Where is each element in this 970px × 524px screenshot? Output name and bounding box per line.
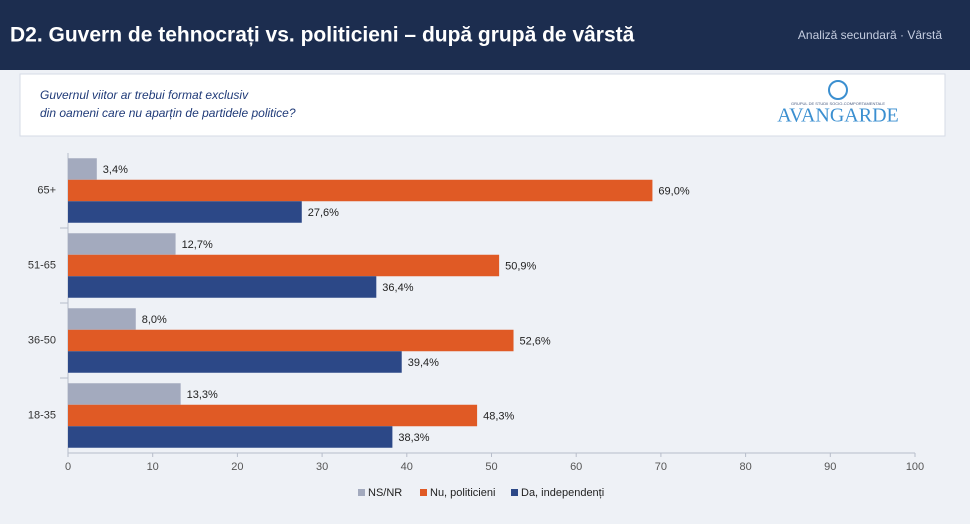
bar-value-label: 48,3% bbox=[483, 410, 514, 422]
x-tick-label: 20 bbox=[231, 461, 243, 473]
bar bbox=[68, 426, 393, 448]
bar-value-label: 50,9% bbox=[505, 260, 536, 272]
question-line: din oameni care nu aparțin de partidele … bbox=[40, 106, 296, 120]
x-tick-label: 60 bbox=[570, 461, 582, 473]
bar bbox=[68, 233, 176, 255]
bar-value-label: 27,6% bbox=[308, 207, 339, 219]
header-title: D2. Guvern de tehnocrați vs. politicieni… bbox=[10, 24, 635, 47]
header-bar bbox=[0, 0, 970, 70]
bar-value-label: 8,0% bbox=[142, 314, 167, 326]
bar-value-label: 12,7% bbox=[182, 239, 213, 251]
x-tick-label: 70 bbox=[655, 461, 667, 473]
legend-label: Nu, politicieni bbox=[430, 487, 495, 499]
legend-swatch bbox=[358, 489, 365, 496]
legend-label: NS/NR bbox=[368, 487, 402, 499]
y-tick-label: 36-50 bbox=[28, 334, 56, 346]
bar bbox=[68, 201, 302, 223]
x-tick-label: 30 bbox=[316, 461, 328, 473]
bar bbox=[68, 404, 478, 427]
bar bbox=[68, 329, 514, 352]
y-tick-label: 18-35 bbox=[28, 409, 56, 421]
bar-value-label: 13,3% bbox=[187, 389, 218, 401]
bar-value-label: 52,6% bbox=[520, 335, 551, 347]
question-box bbox=[19, 73, 946, 137]
x-tick-label: 80 bbox=[739, 461, 751, 473]
legend-swatch bbox=[511, 489, 518, 496]
bar-value-label: 36,4% bbox=[382, 282, 413, 294]
x-tick-label: 10 bbox=[147, 461, 159, 473]
bar-value-label: 38,3% bbox=[398, 432, 429, 444]
bar bbox=[68, 158, 97, 180]
question-line: Guvernul viitor ar trebui format exclusi… bbox=[40, 88, 249, 102]
logo-tagline: GRUPUL DE STUDII SOCIO-COMPORTAMENTALE bbox=[791, 101, 885, 106]
x-tick-label: 100 bbox=[906, 461, 924, 473]
x-tick-label: 0 bbox=[65, 461, 71, 473]
bar bbox=[68, 254, 500, 277]
logo-icon bbox=[828, 80, 848, 100]
bar bbox=[68, 351, 402, 373]
header-subtitle: Analiză secundară · Vârstă bbox=[798, 28, 942, 42]
x-tick-label: 50 bbox=[485, 461, 497, 473]
x-tick-label: 40 bbox=[401, 461, 413, 473]
bar-value-label: 69,0% bbox=[658, 185, 689, 197]
logo-name: AVANGARDE bbox=[777, 105, 899, 127]
bar bbox=[68, 179, 653, 202]
bar-value-label: 39,4% bbox=[408, 357, 439, 369]
x-tick-label: 90 bbox=[824, 461, 836, 473]
legend-label: Da, independenți bbox=[521, 487, 604, 499]
bar-value-label: 3,4% bbox=[103, 164, 128, 176]
bar bbox=[68, 383, 181, 405]
y-tick-label: 51-65 bbox=[28, 259, 56, 271]
bar bbox=[68, 276, 377, 298]
bar bbox=[68, 308, 136, 330]
y-tick-label: 65+ bbox=[37, 184, 56, 196]
legend-swatch bbox=[420, 489, 427, 496]
